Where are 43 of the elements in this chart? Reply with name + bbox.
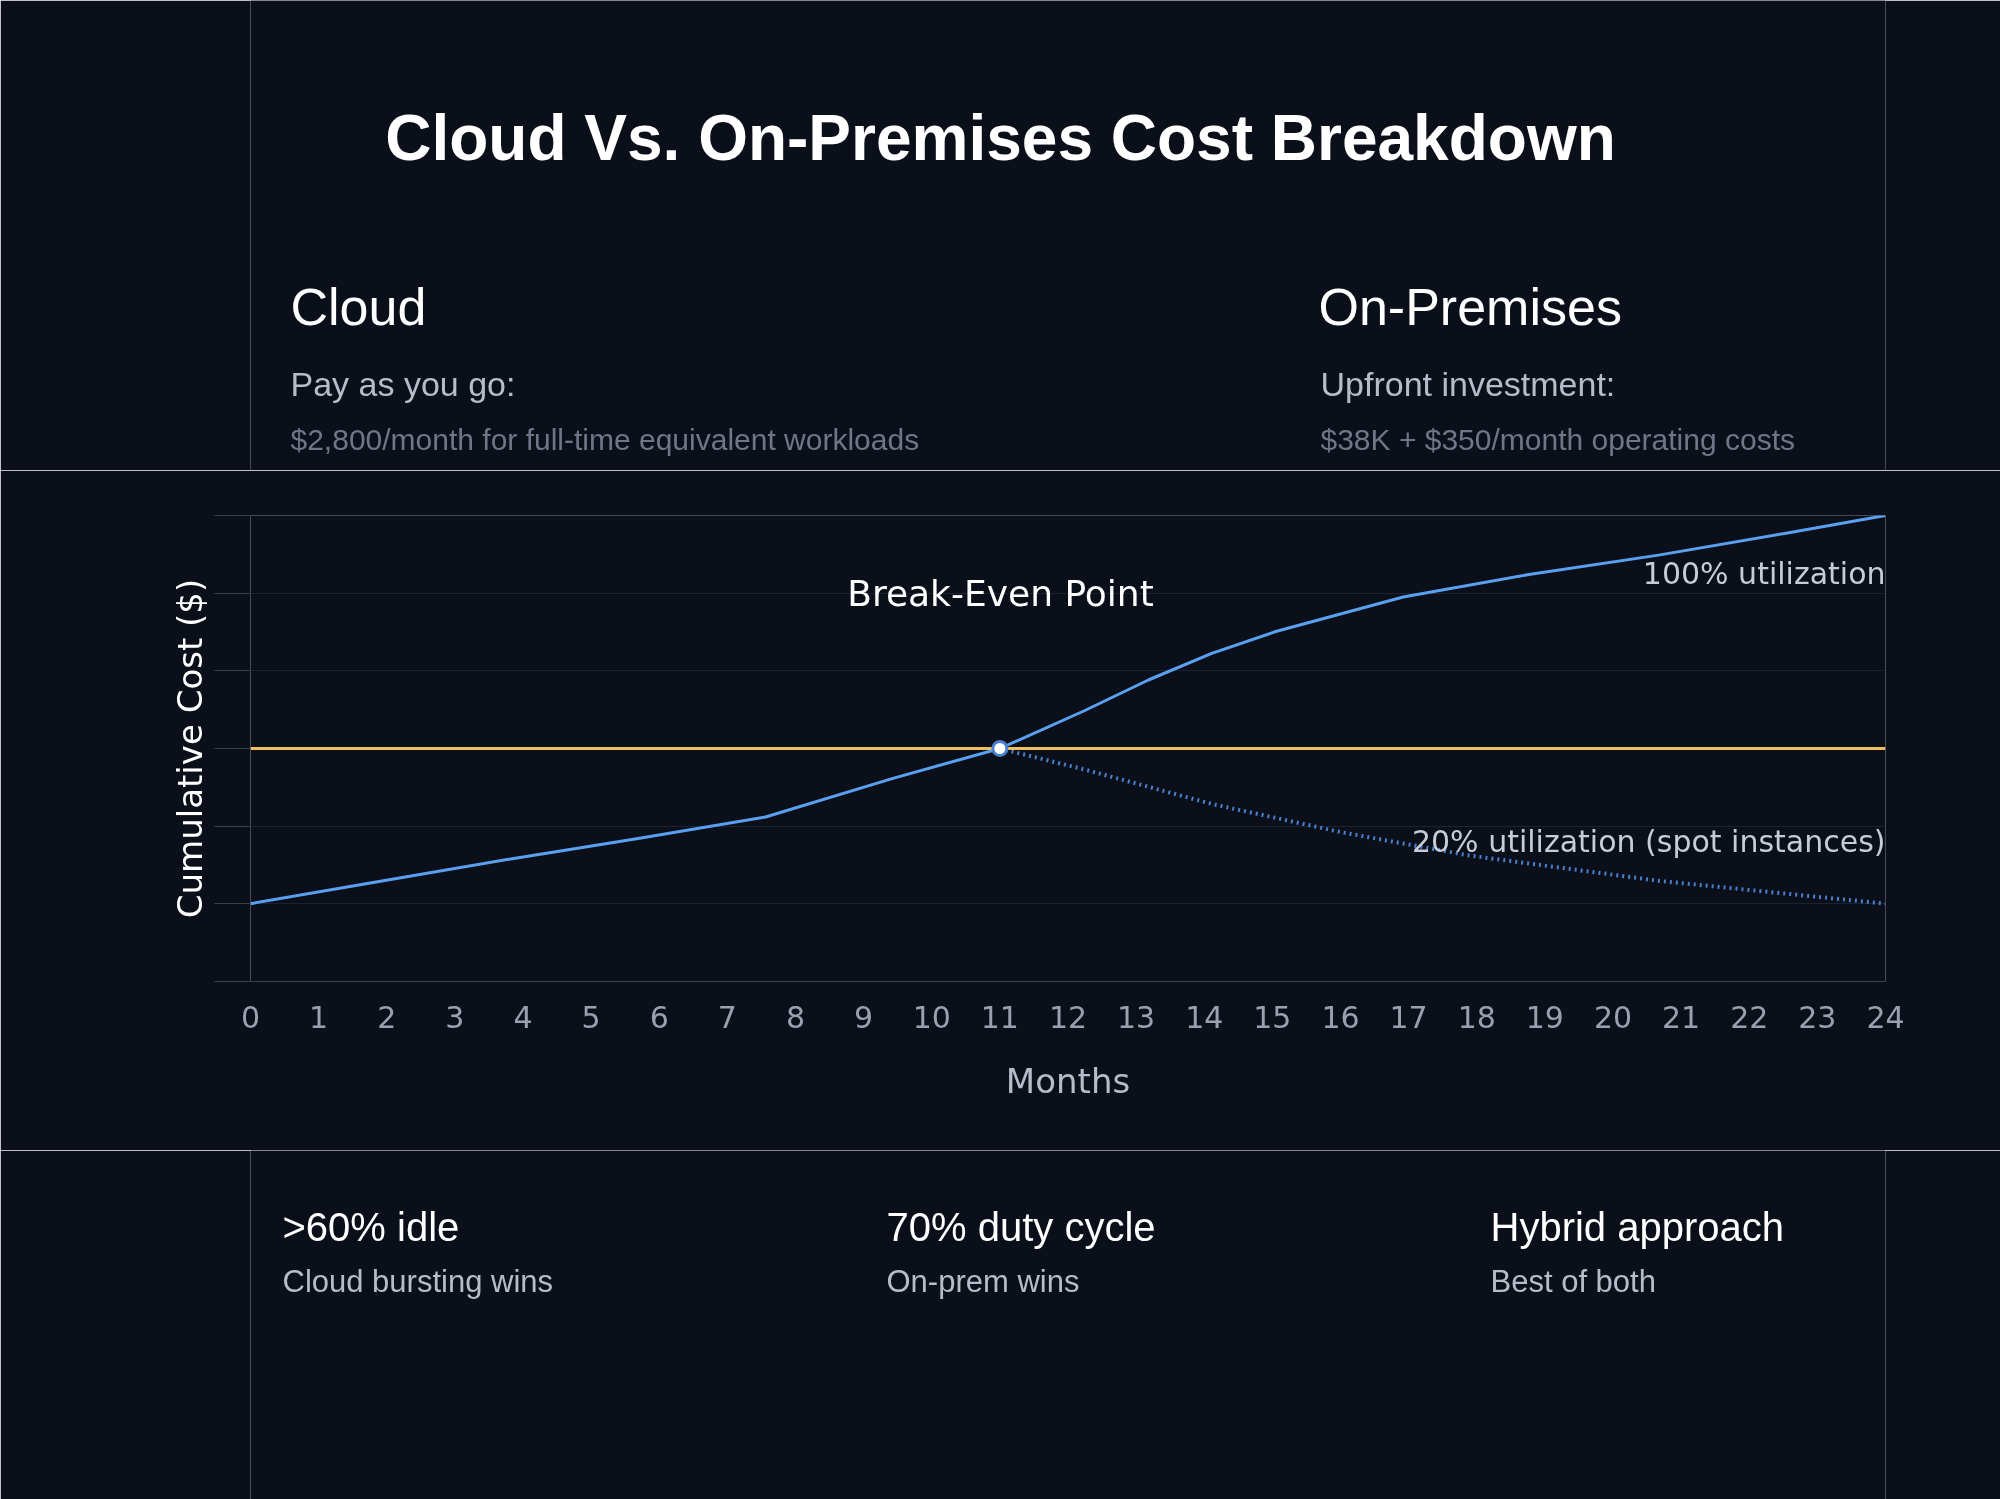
x-tick-label: 24 [1866,999,1905,1035]
text: Pay as you go: [290,364,516,403]
x-tick-label: 16 [1321,999,1360,1035]
x-tick-label: 5 [581,999,601,1035]
text: Best of both [1490,1264,1656,1299]
text: $38K + $350/month operating costs [1320,423,1795,456]
x-tick-label: 7 [717,999,737,1035]
text: >60% idle [282,1204,460,1249]
x-tick-label: 18 [1457,999,1496,1035]
x-tick-label: 15 [1253,999,1292,1035]
x-tick-label: 14 [1185,999,1224,1035]
x-axis-title: Months [1005,1060,1131,1101]
x-tick-label: 11 [980,999,1019,1035]
x-tick-label: 1 [309,999,329,1035]
x-tick-label: 21 [1662,999,1701,1035]
x-tick-label: 8 [785,999,806,1035]
x-tick-label: 22 [1730,999,1769,1035]
chart-title: Cloud Vs. On-Premises Cost Breakdown [385,101,1616,174]
text: Cloud [290,277,427,336]
x-tick-label: 10 [912,999,951,1035]
text: 70% duty cycle [886,1204,1156,1249]
x-tick-label: 23 [1798,999,1837,1035]
x-tick-label: 0 [240,999,261,1035]
series-label: 100% utilization [1642,555,1886,591]
x-tick-label: 4 [513,999,533,1035]
x-tick-label: 3 [445,999,465,1035]
text: Upfront investment: [1320,364,1616,403]
text: Cloud bursting wins [282,1264,554,1299]
annotation: Break-Even Point [847,573,1154,614]
series-label: 20% utilization (spot instances) [1411,823,1886,859]
x-tick-label: 6 [649,999,669,1035]
text: On-prem wins [886,1264,1080,1299]
y-axis-title: Cumulative Cost ($) [169,578,210,919]
x-tick-label: 13 [1117,999,1156,1035]
x-tick-label: 17 [1389,999,1428,1035]
x-tick-label: 12 [1048,999,1088,1035]
text: Hybrid approach [1490,1204,1784,1249]
x-tick-label: 9 [854,999,874,1035]
x-tick-label: 20 [1593,999,1633,1035]
x-tick-label: 19 [1525,999,1564,1035]
text: On-Premises [1318,277,1622,336]
x-tick-label: 2 [377,999,397,1035]
text: $2,800/month for full-time equivalent workloads [290,423,920,456]
